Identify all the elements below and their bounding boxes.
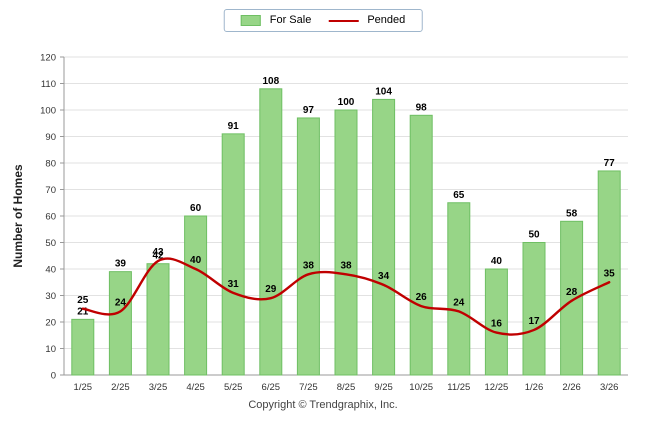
- x-tick-label: 3/26: [600, 382, 619, 393]
- for-sale-legend-label: For Sale: [269, 14, 312, 26]
- line-label: 29: [265, 284, 277, 295]
- bar-8/25: [334, 109, 358, 376]
- x-tick-label: 6/25: [262, 382, 281, 393]
- x-tick-label: 4/25: [186, 382, 205, 393]
- x-tick-label: 5/25: [224, 382, 243, 393]
- x-tick-label: 11/25: [447, 382, 470, 393]
- bar-label: 100: [338, 97, 355, 108]
- bar-label: 21: [77, 306, 89, 317]
- y-tick-label: 40: [45, 265, 56, 276]
- line-label: 25: [77, 295, 89, 306]
- y-tick-label: 70: [45, 185, 56, 196]
- x-tick-label: 1/26: [525, 382, 544, 393]
- line-label: 31: [228, 279, 240, 290]
- x-tick-label: 3/25: [149, 382, 168, 393]
- bar-label: 104: [375, 86, 392, 97]
- bar-6/25: [259, 88, 283, 376]
- x-tick-label: 9/25: [374, 382, 393, 393]
- y-tick-label: 30: [45, 291, 56, 302]
- x-tick-label: 12/25: [485, 382, 509, 393]
- bar-label: 77: [604, 158, 616, 169]
- bar-1/25: [71, 318, 95, 376]
- pended-line: [81, 257, 611, 336]
- bar-11/25: [447, 202, 471, 376]
- bar-7/25: [296, 117, 320, 376]
- bar-label: 58: [566, 208, 578, 219]
- bar-label: 98: [416, 102, 428, 113]
- x-tick-label: 2/26: [562, 382, 581, 393]
- bar-label: 65: [453, 190, 465, 201]
- bar-3/26: [597, 170, 621, 376]
- y-tick-label: 0: [51, 371, 56, 382]
- y-tick-label: 110: [41, 79, 56, 90]
- copyright-text: Copyright © Trendgraphix, Inc.: [248, 399, 398, 411]
- bar-label: 39: [115, 259, 127, 270]
- bar-10/25: [409, 114, 433, 376]
- line-label: 16: [491, 319, 503, 330]
- bar-2/26: [560, 220, 584, 376]
- line-label: 38: [340, 260, 352, 271]
- bar-4/25: [184, 215, 208, 376]
- y-tick-label: 60: [45, 212, 56, 223]
- bar-1/26: [522, 242, 546, 376]
- y-tick-label: 120: [40, 53, 56, 64]
- x-tick-label: 7/25: [299, 382, 318, 393]
- line-label: 43: [152, 247, 164, 258]
- bar-label: 40: [491, 256, 503, 267]
- x-tick-label: 8/25: [337, 382, 356, 393]
- bar-5/25: [221, 133, 245, 376]
- chart-legend: For Sale Pended: [223, 9, 423, 32]
- line-label: 34: [378, 271, 390, 282]
- bar-label: 60: [190, 203, 202, 214]
- bar-label: 97: [303, 105, 315, 116]
- y-tick-label: 10: [45, 344, 56, 355]
- line-label: 24: [453, 297, 465, 308]
- line-label: 38: [303, 260, 315, 271]
- bar-12/25: [484, 268, 508, 376]
- bar-3/25: [146, 263, 170, 376]
- x-tick-label: 1/25: [74, 382, 93, 393]
- line-label: 17: [528, 316, 540, 327]
- y-tick-label: 20: [45, 318, 56, 329]
- line-label: 26: [416, 292, 428, 303]
- pended-legend-label: Pended: [367, 14, 406, 26]
- bar-2/25: [108, 271, 132, 376]
- line-label: 28: [566, 287, 578, 298]
- bar-9/25: [372, 98, 396, 376]
- y-tick-label: 80: [45, 159, 56, 170]
- bar-label: 91: [228, 121, 240, 132]
- y-tick-label: 50: [45, 238, 56, 249]
- bar-label: 42: [152, 251, 164, 262]
- pended-swatch: [328, 19, 359, 22]
- line-label: 24: [115, 297, 127, 308]
- x-tick-label: 10/25: [409, 382, 433, 393]
- line-label: 40: [190, 255, 202, 266]
- bar-label: 50: [528, 230, 540, 241]
- y-tick-label: 100: [40, 106, 56, 117]
- y-tick-label: 90: [45, 132, 56, 143]
- x-tick-label: 2/25: [111, 382, 130, 393]
- bar-label: 108: [262, 76, 279, 87]
- for-sale-swatch: [240, 15, 261, 26]
- line-label: 35: [604, 268, 616, 279]
